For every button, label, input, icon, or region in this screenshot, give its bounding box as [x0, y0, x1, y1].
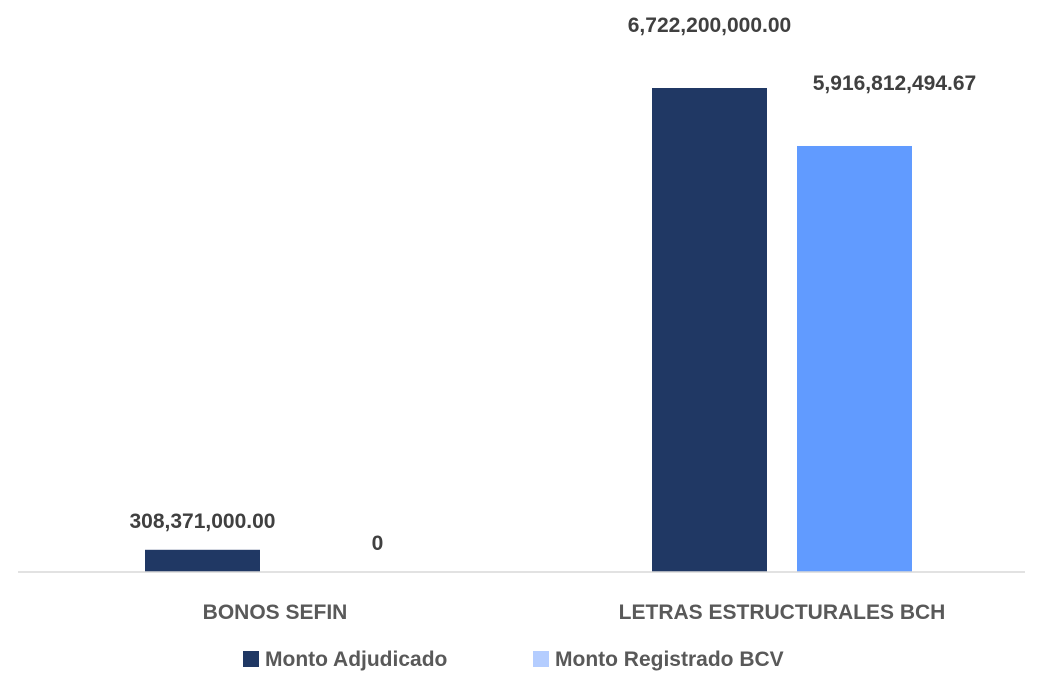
- legend: Monto Adjudicado Monto Registrado BCV: [243, 648, 784, 671]
- bar-monto-adjudicado-letras-estructurales-bch: [652, 88, 767, 572]
- value-label-monto-adjudicado-letras-estructurales-bch: 6,722,200,000.00: [628, 14, 792, 37]
- value-labels-group: 308,371,000.00 0 6,722,200,000.00 5,916,812…: [130, 14, 977, 555]
- value-label-monto-registrado-bcv-bonos-sefin: 0: [372, 532, 384, 555]
- legend-label-monto-registrado-bcv: Monto Registrado BCV: [555, 648, 784, 671]
- category-label-bonos-sefin: BONOS SEFIN: [203, 601, 348, 624]
- value-label-monto-registrado-bcv-letras-estructurales-bch: 5,916,812,494.67: [813, 72, 977, 95]
- legend-swatch-monto-registrado-bcv: [533, 651, 549, 667]
- bar-monto-registrado-bcv-letras-estructurales-bch: [797, 145, 912, 572]
- legend-swatch-monto-adjudicado: [243, 651, 259, 667]
- bar-monto-adjudicado-bonos-sefin: [145, 549, 260, 572]
- value-label-monto-adjudicado-bonos-sefin: 308,371,000.00: [130, 510, 276, 533]
- category-label-letras-estructurales-bch: LETRAS ESTRUCTURALES BCH: [619, 601, 946, 624]
- bars-group: [145, 88, 912, 572]
- legend-label-monto-adjudicado: Monto Adjudicado: [265, 648, 447, 671]
- category-labels-group: BONOS SEFIN LETRAS ESTRUCTURALES BCH: [203, 601, 946, 624]
